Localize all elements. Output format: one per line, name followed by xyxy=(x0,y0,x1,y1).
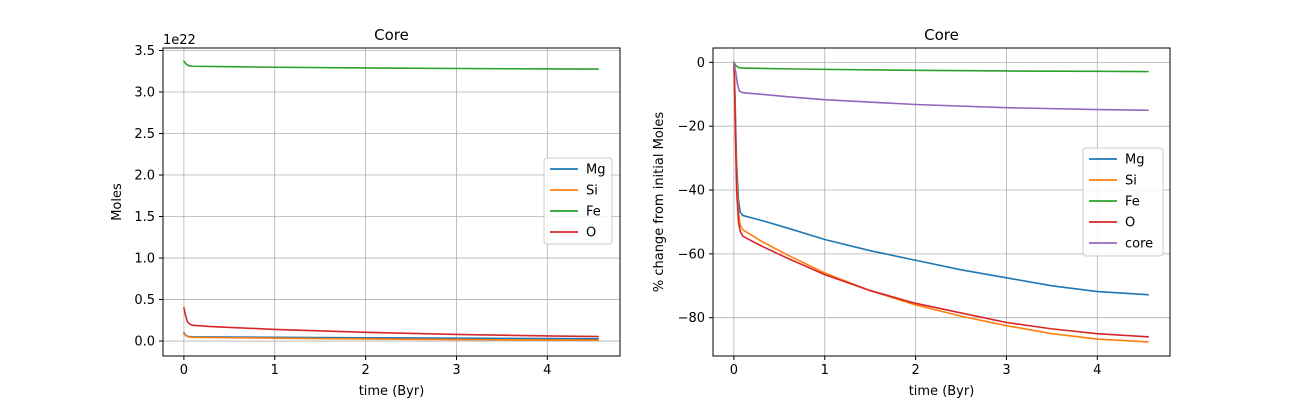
legend-label-fe: Fe xyxy=(1125,195,1140,210)
legend-box xyxy=(1082,147,1164,257)
y-tick-label: 1.5 xyxy=(134,210,155,225)
y-tick-label: 3.5 xyxy=(134,44,155,59)
y-axis-label: % change from initial Moles xyxy=(652,112,667,293)
legend-label-si: Si xyxy=(586,184,598,199)
y-tick-label: 0.0 xyxy=(134,335,155,350)
legend-label-fe: Fe xyxy=(586,205,601,220)
x-tick-label: 4 xyxy=(543,363,551,378)
x-tick-label: 4 xyxy=(1093,363,1101,378)
x-tick-label: 2 xyxy=(911,363,919,378)
legend-label-o: O xyxy=(1125,216,1135,231)
x-tick-label: 3 xyxy=(1002,363,1010,378)
series-line-si xyxy=(183,332,599,342)
legend-label-mg: Mg xyxy=(1125,153,1144,168)
y-tick-label: 0.5 xyxy=(134,293,155,308)
x-tick-label: 1 xyxy=(271,363,279,378)
x-tick-label: 1 xyxy=(821,363,829,378)
x-axis-label: time (Byr) xyxy=(909,384,975,399)
legend-label-si: Si xyxy=(1125,174,1137,189)
y-tick-label: 1.0 xyxy=(134,252,155,267)
y-tick-label: 0 xyxy=(697,56,705,71)
chart-title: Core xyxy=(374,26,409,44)
x-tick-label: 3 xyxy=(452,363,460,378)
legend-label-mg: Mg xyxy=(586,163,605,178)
legend-label-o: O xyxy=(586,226,596,241)
x-axis-label: time (Byr) xyxy=(359,384,425,399)
y-axis-label: Moles xyxy=(110,183,125,221)
legend-box xyxy=(543,157,613,245)
y-tick-label: −60 xyxy=(678,247,705,262)
y-tick-label: 3.0 xyxy=(134,86,155,101)
x-tick-label: 0 xyxy=(180,363,188,378)
y-tick-label: 2.5 xyxy=(134,127,155,142)
x-tick-label: 2 xyxy=(361,363,369,378)
chart-panel-1: 0 1 2 3 4 0.0 0.5 1.0 1.5 2.0 2.5 3.0 3.5 Core time (B… xyxy=(110,26,621,399)
x-tick-label: 0 xyxy=(730,363,738,378)
plot-frame xyxy=(712,47,1171,357)
chart-panel-2: 0 1 2 3 4 0 −20 −40 −60 −80 Core time (Byr) % change… xyxy=(652,26,1171,399)
series-line-core xyxy=(733,61,1149,112)
y-tick-label: −80 xyxy=(678,311,705,326)
y-offset-text: 1e22 xyxy=(163,33,196,48)
y-tick-label: −20 xyxy=(678,120,705,135)
series-line-o xyxy=(183,307,599,338)
legend: Mg Si Fe O xyxy=(543,157,613,245)
series-line-fe xyxy=(733,61,1149,73)
y-tick-label: 2.0 xyxy=(134,169,155,184)
y-tick-label: −40 xyxy=(678,184,705,199)
plot-frame xyxy=(162,47,621,357)
chart-title: Core xyxy=(924,26,959,44)
series-line-fe xyxy=(183,60,599,70)
series-line-o xyxy=(733,61,1149,338)
legend-label-core: core xyxy=(1125,237,1153,252)
